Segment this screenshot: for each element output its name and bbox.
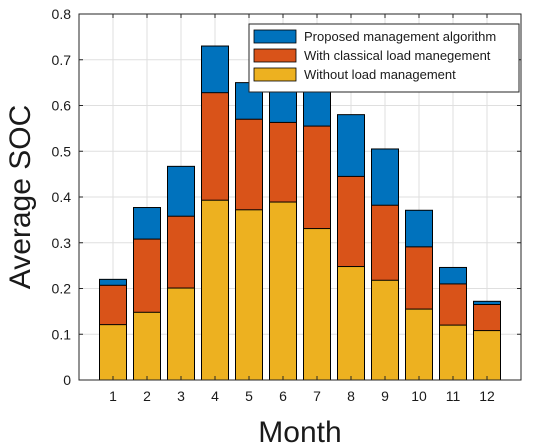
legend: Proposed management algorithm With class… bbox=[248, 23, 520, 93]
x-tick-label: 1 bbox=[109, 388, 117, 404]
y-tick-label: 0.4 bbox=[52, 189, 72, 205]
x-tick-label: 7 bbox=[313, 388, 321, 404]
bar-without-month-8 bbox=[337, 266, 365, 381]
x-tick-label: 2 bbox=[143, 388, 151, 404]
x-tick-label: 11 bbox=[446, 388, 461, 404]
x-tick-label: 3 bbox=[177, 388, 185, 404]
legend-swatch-proposed bbox=[253, 29, 297, 44]
x-tick-label: 4 bbox=[211, 388, 219, 404]
bar-without-month-7 bbox=[303, 228, 331, 381]
bar-without-month-10 bbox=[405, 308, 433, 381]
legend-swatch-without bbox=[253, 67, 297, 82]
legend-label-proposed: Proposed management algorithm bbox=[304, 29, 496, 44]
y-tick-label: 0.7 bbox=[52, 52, 72, 68]
x-tick-label: 10 bbox=[411, 388, 427, 404]
y-tick-label: 0.2 bbox=[52, 281, 72, 297]
legend-label-classical: With classical load manegement bbox=[304, 48, 491, 63]
y-tick-label: 0.1 bbox=[52, 326, 72, 342]
y-tick-label: 0.5 bbox=[52, 143, 72, 159]
y-tick-labels: 0 0.1 0.2 0.3 0.4 0.5 0.6 0.7 0.8 bbox=[52, 6, 72, 388]
bar-without-month-12 bbox=[473, 330, 501, 381]
x-tick-label: 9 bbox=[381, 388, 389, 404]
y-tick-label: 0.8 bbox=[52, 6, 72, 22]
x-axis-label: Month bbox=[258, 416, 341, 448]
y-tick-label: 0 bbox=[63, 372, 71, 388]
y-tick-label: 0.6 bbox=[52, 98, 72, 114]
legend-label-without: Without load management bbox=[304, 67, 456, 82]
y-tick-label: 0.3 bbox=[52, 235, 72, 251]
x-tick-label: 6 bbox=[279, 388, 287, 404]
bar-without-month-3 bbox=[167, 287, 195, 381]
bar-without-month-11 bbox=[439, 324, 467, 381]
x-tick-label: 8 bbox=[347, 388, 355, 404]
bar-without-month-5 bbox=[235, 209, 263, 381]
bar-without-month-2 bbox=[133, 311, 161, 381]
bar-without-month-4 bbox=[201, 199, 229, 381]
legend-swatch-classical bbox=[253, 48, 297, 63]
x-tick-label: 12 bbox=[479, 388, 495, 404]
bar-without-month-1 bbox=[99, 324, 127, 381]
x-tick-label: 5 bbox=[245, 388, 253, 404]
bar-without-month-6 bbox=[269, 201, 297, 381]
x-tick-labels: 1 2 3 4 5 6 7 8 9 10 11 12 bbox=[109, 388, 495, 404]
bars bbox=[99, 45, 501, 381]
bar-without-month-9 bbox=[371, 279, 399, 381]
y-axis-label: Average SOC bbox=[4, 105, 37, 290]
